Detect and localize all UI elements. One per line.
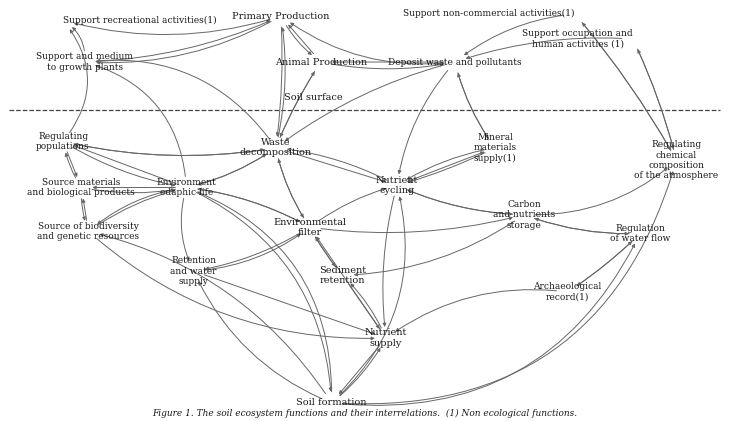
Text: Waste
decomposition: Waste decomposition — [240, 138, 312, 157]
Text: Support occupation and
human activities (1): Support occupation and human activities … — [522, 29, 633, 49]
Text: Nutrient
cycling: Nutrient cycling — [376, 176, 418, 195]
Text: Support non-commercial activities(1): Support non-commercial activities(1) — [404, 9, 575, 19]
Text: Regulating
populations: Regulating populations — [37, 132, 90, 151]
Text: Environmental
filter: Environmental filter — [273, 218, 346, 237]
Text: Environment
edaphic life: Environment edaphic life — [156, 178, 216, 197]
Text: Source of biodiversity
and genetic resources: Source of biodiversity and genetic resou… — [37, 222, 140, 241]
Text: Regulating
chemical
composition
of the atmosphere: Regulating chemical composition of the a… — [635, 140, 719, 181]
Text: Figure 1. The soil ecosystem functions and their interrelations.  (1) Non ecolog: Figure 1. The soil ecosystem functions a… — [152, 408, 577, 418]
Text: Sediment
retention: Sediment retention — [319, 266, 366, 285]
Text: Archaeological
record(1): Archaeological record(1) — [534, 282, 602, 302]
Text: Nutrient
supply: Nutrient supply — [365, 328, 407, 348]
Text: Soil surface: Soil surface — [284, 93, 343, 102]
Text: Support recreational activities(1): Support recreational activities(1) — [63, 16, 216, 25]
Text: Soil formation: Soil formation — [296, 398, 367, 408]
Text: Support and medium
to growth plants: Support and medium to growth plants — [37, 52, 133, 72]
Text: Retention
and water
supply: Retention and water supply — [170, 256, 217, 286]
Text: Animal Production: Animal Production — [275, 58, 367, 67]
Text: Regulation
of water flow: Regulation of water flow — [610, 224, 670, 243]
Text: Source materials
and biological products: Source materials and biological products — [27, 178, 135, 197]
Text: Primary Production: Primary Production — [232, 11, 330, 21]
Text: Carbon
and nutrients
storage: Carbon and nutrients storage — [493, 200, 555, 229]
Text: Deposit waste and pollutants: Deposit waste and pollutants — [388, 58, 522, 67]
Text: Mineral
materials
supply(1): Mineral materials supply(1) — [474, 133, 517, 163]
